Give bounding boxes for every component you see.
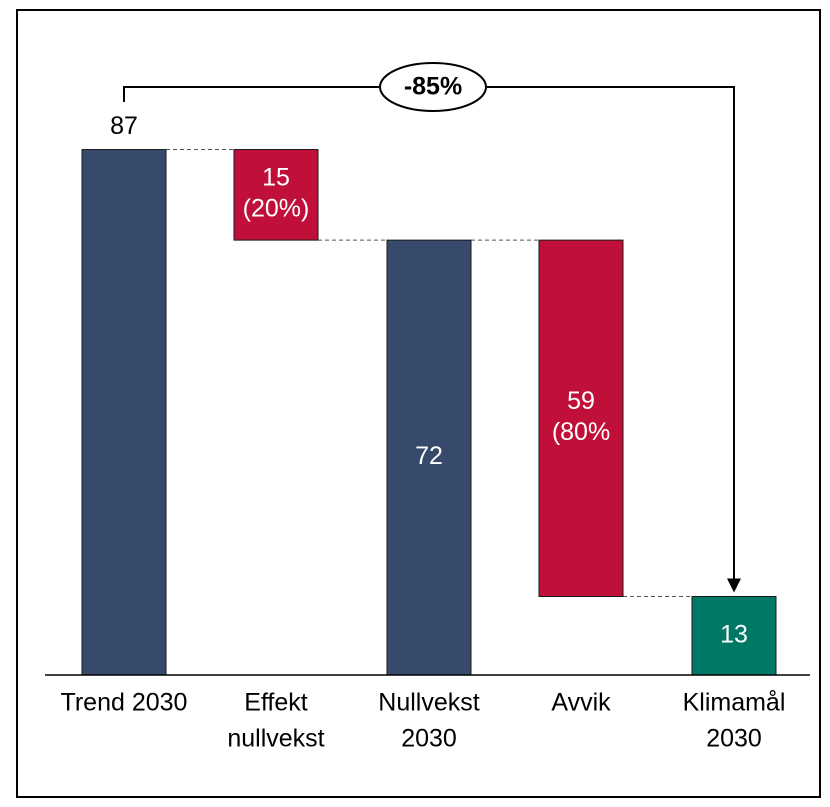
x-tick-label: nullvekst [227, 725, 324, 753]
data-label: 72 [415, 442, 443, 470]
x-tick-label-group: Trend 2030 Effekt nullvekst Nullvekst 2030 Av… [61, 689, 786, 753]
x-tick-label: 2030 [706, 725, 762, 753]
reduction-annotation: -85% [123, 62, 741, 593]
data-label-percent: (20%) [243, 194, 310, 222]
annotation-arrowhead [727, 578, 741, 593]
bar-group [81, 149, 777, 676]
x-tick-label: Klimamål [683, 689, 786, 717]
annotation-ellipse [379, 62, 487, 112]
data-label: 87 [110, 112, 138, 140]
x-tick-label: Avvik [551, 689, 611, 717]
data-label: 59 [567, 387, 595, 415]
bar-trend-2030 [81, 149, 167, 676]
data-label: 13 [720, 620, 748, 648]
x-tick-label: Nullvekst [378, 689, 479, 717]
chart-frame [16, 9, 821, 798]
bar-effekt-nullvekst [233, 149, 319, 241]
x-tick-label: Effekt [244, 689, 308, 717]
x-tick-label: 2030 [401, 725, 457, 753]
connector-group [166, 149, 692, 597]
data-label-percent: (80% [552, 418, 610, 446]
annotation-text: -85% [404, 73, 462, 101]
x-tick-label: Trend 2030 [61, 689, 188, 717]
bar-klimam-l-2030 [691, 595, 777, 676]
data-label-group: 87 15 (20%) 72 59 (80% 13 [110, 112, 748, 648]
bar-avvik [538, 239, 624, 597]
data-label: 15 [262, 163, 290, 191]
